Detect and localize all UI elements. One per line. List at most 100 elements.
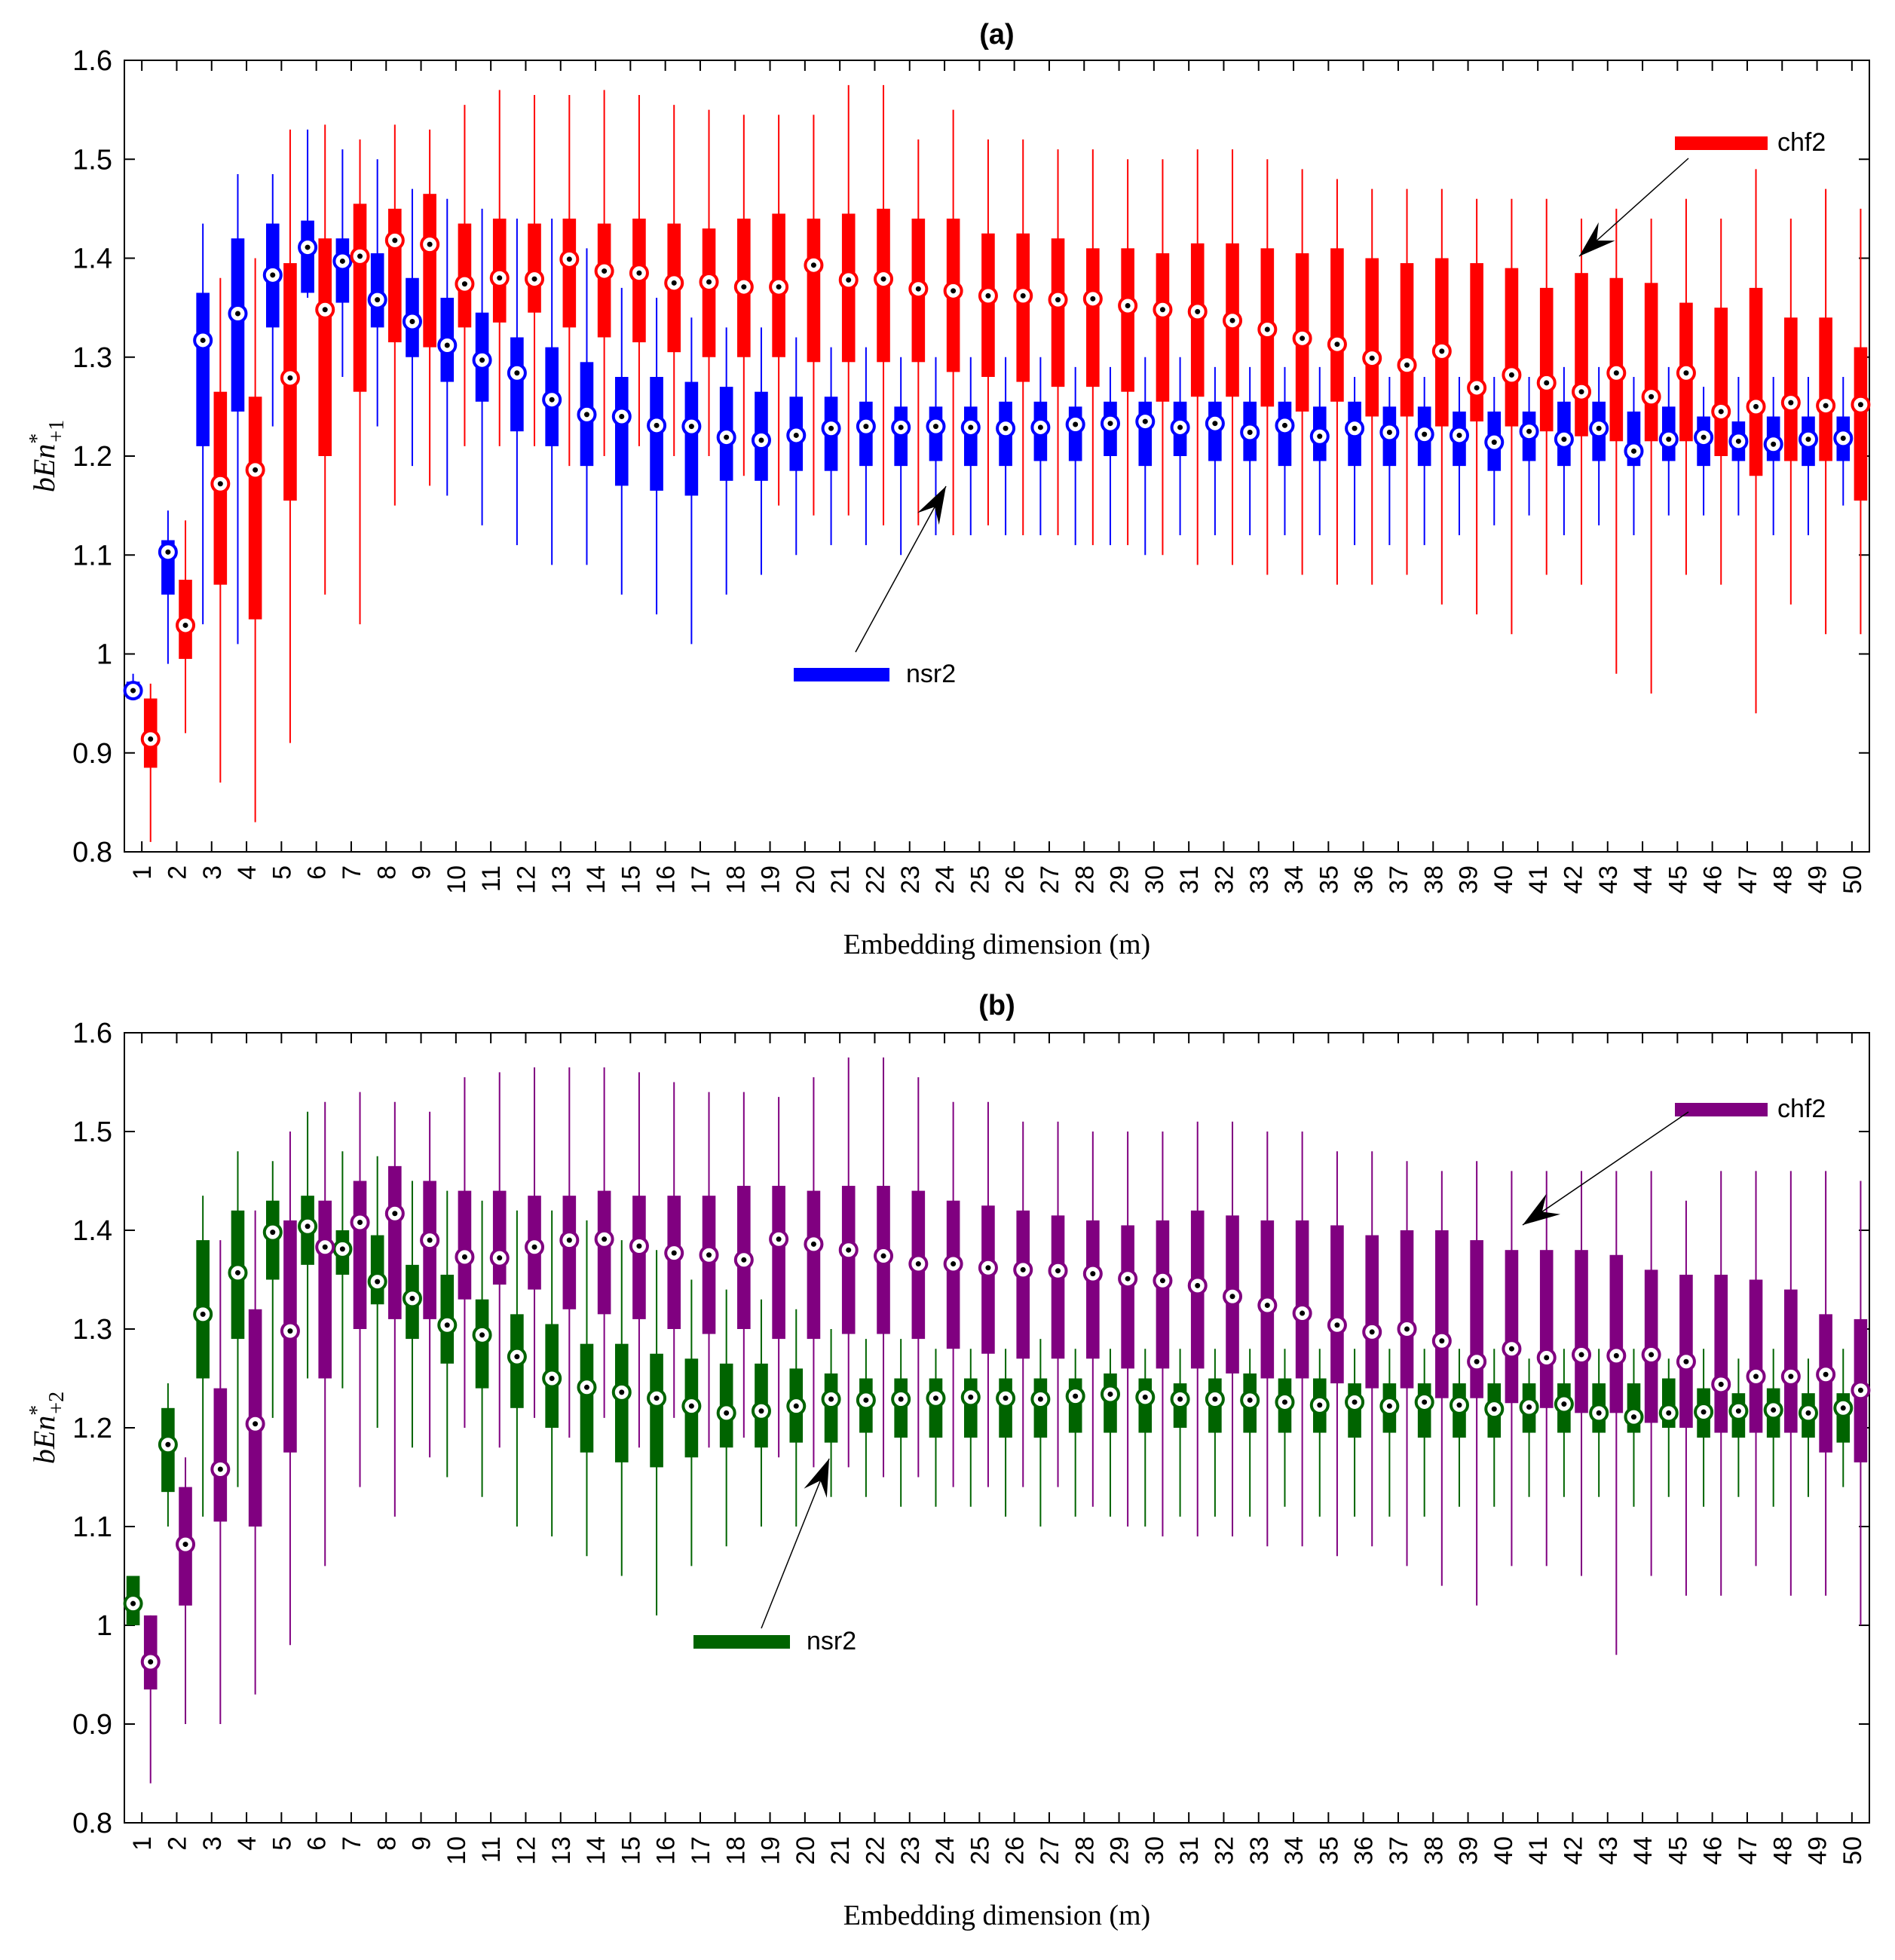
box-chf2-m8 [384,1101,405,1517]
median-dot [1229,317,1235,323]
box-nsr2-m20 [786,337,807,556]
median-dot [636,270,642,276]
x-tick-label: 21 [826,1836,855,1865]
y-tick-label: 1.3 [72,1314,112,1346]
median-dot [1718,409,1724,415]
box-iqr [1138,401,1153,467]
x-tick-label: 5 [268,1836,296,1851]
box-nsr2-m30 [1135,1349,1156,1527]
box-iqr [1365,1235,1379,1389]
median-dot [583,1384,589,1390]
median-dot [1508,1346,1514,1352]
median-dot [1037,424,1043,430]
box-nsr2-m18 [716,1289,736,1547]
y-tick-label: 1.4 [72,243,112,275]
median-dot [1020,292,1026,299]
median-dot [758,437,764,443]
box-nsr2-m2 [158,510,178,664]
box-chf2-m14 [594,1067,614,1418]
box-iqr [1016,1210,1030,1359]
box-nsr2-m2 [158,1383,178,1527]
x-tick-label: 19 [757,865,785,894]
box-chf2-m34 [1292,169,1312,575]
box-chf2-m11 [489,90,510,446]
box-iqr [231,238,245,412]
x-tick-label: 12 [512,1836,540,1865]
median-dot [898,424,904,430]
box-iqr [370,1235,384,1305]
box-iqr [562,1196,577,1309]
median-dot [793,432,799,438]
box-iqr [1644,283,1658,442]
x-tick-label: 15 [617,865,645,894]
x-tick-label: 33 [1245,865,1274,894]
median-dot [1317,1402,1323,1408]
box-iqr [213,1388,228,1522]
x-tick-label: 50 [1838,1836,1867,1865]
median-dot [234,1269,240,1276]
box-chf2-m14 [594,90,614,456]
x-tick-label: 18 [721,1836,750,1865]
y-tick-label: 1 [96,639,112,671]
median-dot [549,397,555,403]
box-nsr2-m8 [367,1156,387,1428]
y-tick-label: 1.2 [72,441,112,473]
box-iqr [1400,1230,1414,1389]
box-nsr2-m50 [1833,377,1854,506]
x-tick-label: 23 [896,865,925,894]
arrow-head [1523,1193,1560,1225]
median-dot [200,337,206,343]
median-dot [1003,1395,1009,1401]
box-nsr2-m29 [1100,1349,1120,1517]
box-iqr [702,1196,716,1334]
box-iqr [841,1186,856,1334]
x-tick-label: 41 [1524,865,1553,894]
x-tick-label: 11 [477,1836,506,1863]
median-dot [1805,436,1811,443]
box-nsr2-m22 [856,1339,876,1497]
box-nsr2-m11 [472,1200,492,1497]
box-chf2-m23 [908,1076,929,1478]
box-chf2-m38 [1431,1171,1452,1586]
box-iqr [1575,273,1588,436]
x-axis-label: Embedding dimension (m) [843,929,1150,960]
box-iqr [1156,1220,1170,1369]
box-chf2-m12 [525,1067,545,1418]
median-dot [1369,1329,1375,1335]
box-iqr [1435,1230,1449,1398]
median-dot [531,276,537,282]
median-dot [951,1261,957,1267]
box-iqr [1505,268,1519,427]
x-tick-label: 7 [338,865,366,880]
x-tick-label: 28 [1070,865,1099,894]
median-dot [828,425,834,431]
median-dot [549,1376,555,1381]
median-dot [1264,1303,1270,1309]
box-nsr2-m31 [1170,1349,1190,1517]
median-dot [566,1237,572,1243]
box-chf2-m27 [1048,1121,1068,1487]
box-chf2-m33 [1257,159,1278,575]
median-dot [514,370,520,376]
box-nsr2-m48 [1763,1349,1783,1507]
box-nsr2-m38 [1414,1349,1434,1517]
box-chf2-m25 [978,1101,998,1487]
x-tick-label: 34 [1280,865,1309,894]
box-nsr2-m6 [298,129,318,298]
median-dot [1055,297,1061,303]
box-chf2-m40 [1502,198,1522,635]
box-nsr2-m32 [1205,366,1225,535]
box-nsr2-m24 [926,1349,946,1507]
median-dot [182,622,188,628]
median-dot [253,467,259,473]
series-chf2 [140,1057,1871,1784]
x-tick-label: 6 [303,1836,332,1851]
median-dot [828,1396,834,1402]
x-tick-label: 40 [1489,1836,1518,1865]
x-tick-label: 41 [1524,1836,1553,1865]
box-nsr2-m1 [123,1576,143,1625]
x-tick-label: 30 [1140,865,1169,894]
box-chf2-m24 [943,1101,963,1487]
box-nsr2-m4 [228,173,248,645]
